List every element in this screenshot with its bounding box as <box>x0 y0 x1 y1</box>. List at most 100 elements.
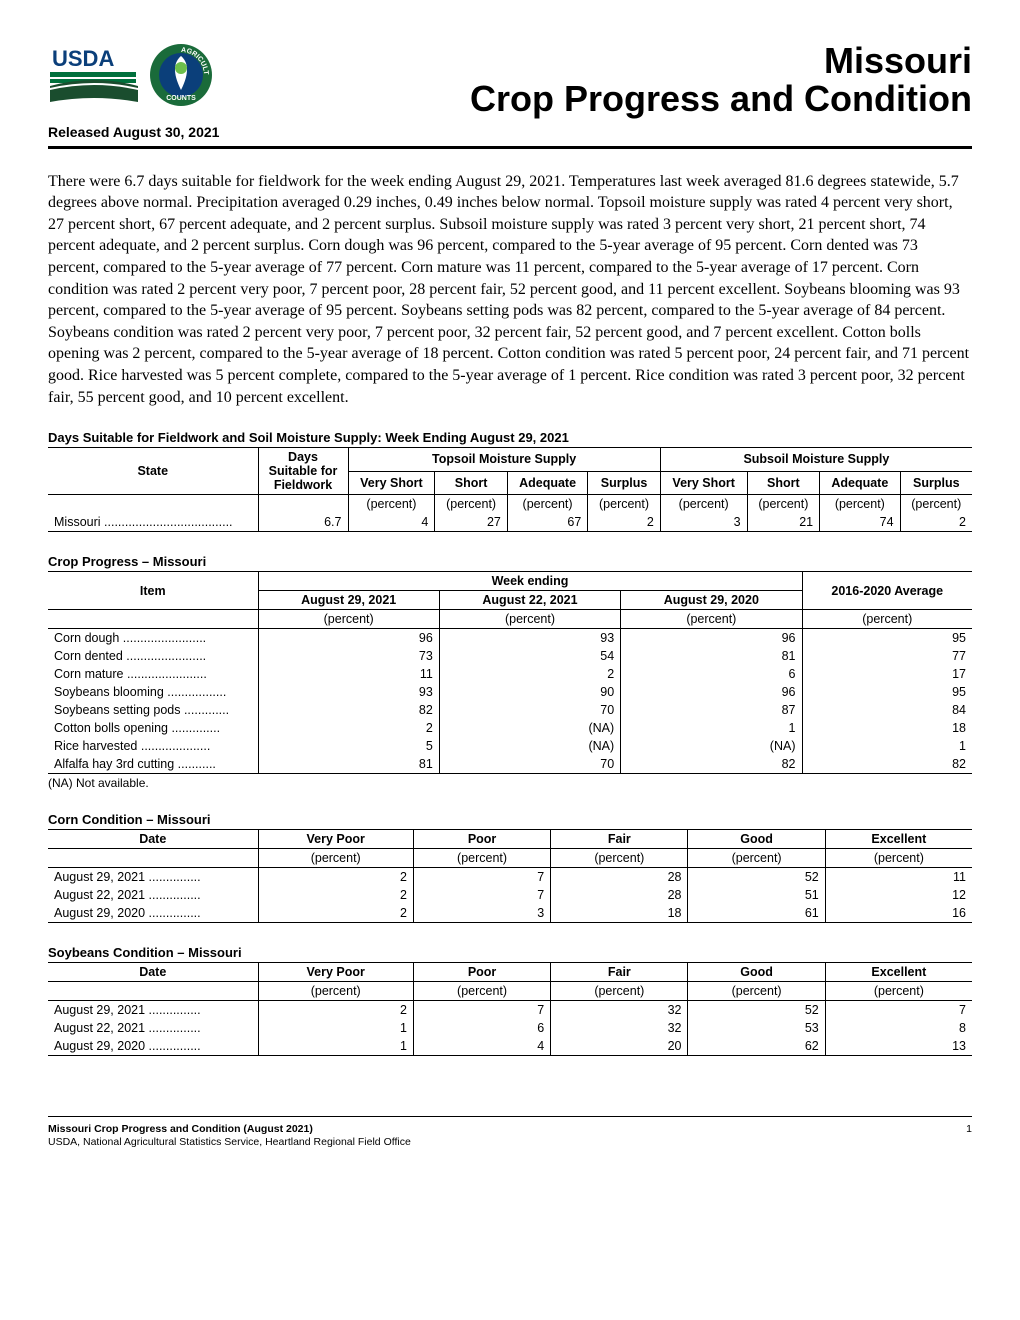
val-1: 54 <box>439 647 620 665</box>
col-sub-surplus: Surplus <box>900 471 972 495</box>
val-3: 84 <box>802 701 972 719</box>
val-2: 81 <box>621 647 802 665</box>
val-3: 17 <box>802 665 972 683</box>
corn-cond-title: Corn Condition – Missouri <box>48 812 972 827</box>
table-row: August 29, 2021 ...............27285211 <box>48 868 972 887</box>
footer-title: Missouri Crop Progress and Condition (Au… <box>48 1123 313 1135</box>
unit: (percent) <box>348 495 435 514</box>
val-3: 77 <box>802 647 972 665</box>
unit: (percent) <box>413 982 550 1001</box>
page-footer: Missouri Crop Progress and Condition (Au… <box>48 1123 972 1149</box>
col-days-suitable: Days Suitable for Fieldwork <box>258 448 348 495</box>
col-good: Good <box>688 963 825 982</box>
footer-rule <box>48 1116 972 1117</box>
table-row: August 22, 2021 ...............27285112 <box>48 886 972 904</box>
item-label: Soybeans blooming ................. <box>48 683 258 701</box>
val-fair: 20 <box>551 1037 688 1056</box>
col-date: Date <box>48 963 258 982</box>
val-good: 51 <box>688 886 825 904</box>
val-fair: 32 <box>551 1019 688 1037</box>
col-sub-short: Short <box>747 471 819 495</box>
soil-sub-2: 74 <box>820 513 900 532</box>
title-block: Missouri Crop Progress and Condition <box>470 42 972 118</box>
unit: (percent) <box>802 610 972 629</box>
soil-sub-3: 2 <box>900 513 972 532</box>
val-poor: 7 <box>413 1001 550 1020</box>
val-0: 82 <box>258 701 439 719</box>
item-label: Corn dough ........................ <box>48 629 258 648</box>
soil-top-0: 4 <box>348 513 435 532</box>
soil-moisture-table: State Days Suitable for Fieldwork Topsoi… <box>48 447 972 532</box>
val-2: (NA) <box>621 737 802 755</box>
val-poor: 3 <box>413 904 550 923</box>
col-exc: Excellent <box>825 963 972 982</box>
col-top-short: Short <box>435 471 507 495</box>
val-good: 53 <box>688 1019 825 1037</box>
val-exc: 7 <box>825 1001 972 1020</box>
unit: (percent) <box>660 495 747 514</box>
group-week-ending: Week ending <box>258 572 802 591</box>
unit: (percent) <box>588 495 660 514</box>
unit: (percent) <box>551 849 688 868</box>
item-label: Alfalfa hay 3rd cutting ........... <box>48 755 258 774</box>
col-avg: 2016-2020 Average <box>802 572 972 610</box>
empty-cell <box>48 495 258 514</box>
item-label: Rice harvested .................... <box>48 737 258 755</box>
unit: (percent) <box>825 982 972 1001</box>
table-row: August 29, 2020 ...............14206213 <box>48 1037 972 1056</box>
group-topsoil: Topsoil Moisture Supply <box>348 448 660 472</box>
val-exc: 13 <box>825 1037 972 1056</box>
date-label: August 22, 2021 ............... <box>48 886 258 904</box>
unit: (percent) <box>900 495 972 514</box>
col-vp: Very Poor <box>258 963 413 982</box>
col-sub-veryshort: Very Short <box>660 471 747 495</box>
soil-top-2: 67 <box>507 513 587 532</box>
val-3: 95 <box>802 629 972 648</box>
val-3: 95 <box>802 683 972 701</box>
logos-block: USDA AGRICULTURE COUNTS <box>48 42 214 108</box>
val-3: 82 <box>802 755 972 774</box>
table-row: Rice harvested ....................5(NA)… <box>48 737 972 755</box>
soil-sub-0: 3 <box>660 513 747 532</box>
val-1: 70 <box>439 755 620 774</box>
col-top-adequate: Adequate <box>507 471 587 495</box>
unit: (percent) <box>439 610 620 629</box>
val-0: 73 <box>258 647 439 665</box>
val-2: 6 <box>621 665 802 683</box>
soil-top-3: 2 <box>588 513 660 532</box>
unit: (percent) <box>413 849 550 868</box>
soil-sub-1: 21 <box>747 513 819 532</box>
val-vp: 1 <box>258 1019 413 1037</box>
released-date: Released August 30, 2021 <box>48 124 972 149</box>
empty-cell <box>48 849 258 868</box>
val-exc: 11 <box>825 868 972 887</box>
val-exc: 8 <box>825 1019 972 1037</box>
val-0: 81 <box>258 755 439 774</box>
col-date-2: August 29, 2020 <box>621 591 802 610</box>
col-date: Date <box>48 830 258 849</box>
col-fair: Fair <box>551 830 688 849</box>
col-poor: Poor <box>413 830 550 849</box>
val-3: 18 <box>802 719 972 737</box>
unit: (percent) <box>825 849 972 868</box>
val-vp: 2 <box>258 886 413 904</box>
val-1: 90 <box>439 683 620 701</box>
val-0: 93 <box>258 683 439 701</box>
soil-row-state: Missouri ...............................… <box>48 513 258 532</box>
unit: (percent) <box>258 982 413 1001</box>
val-poor: 4 <box>413 1037 550 1056</box>
col-exc: Excellent <box>825 830 972 849</box>
item-label: Cotton bolls opening .............. <box>48 719 258 737</box>
col-date-1: August 22, 2021 <box>439 591 620 610</box>
val-1: (NA) <box>439 719 620 737</box>
soy-cond-title: Soybeans Condition – Missouri <box>48 945 972 960</box>
val-2: 87 <box>621 701 802 719</box>
empty-cell <box>258 495 348 514</box>
report-title-line2: Crop Progress and Condition <box>470 80 972 118</box>
date-label: August 29, 2021 ............... <box>48 1001 258 1020</box>
val-poor: 7 <box>413 868 550 887</box>
soil-row-days: 6.7 <box>258 513 348 532</box>
unit: (percent) <box>747 495 819 514</box>
val-1: (NA) <box>439 737 620 755</box>
na-note: (NA) Not available. <box>48 776 972 790</box>
